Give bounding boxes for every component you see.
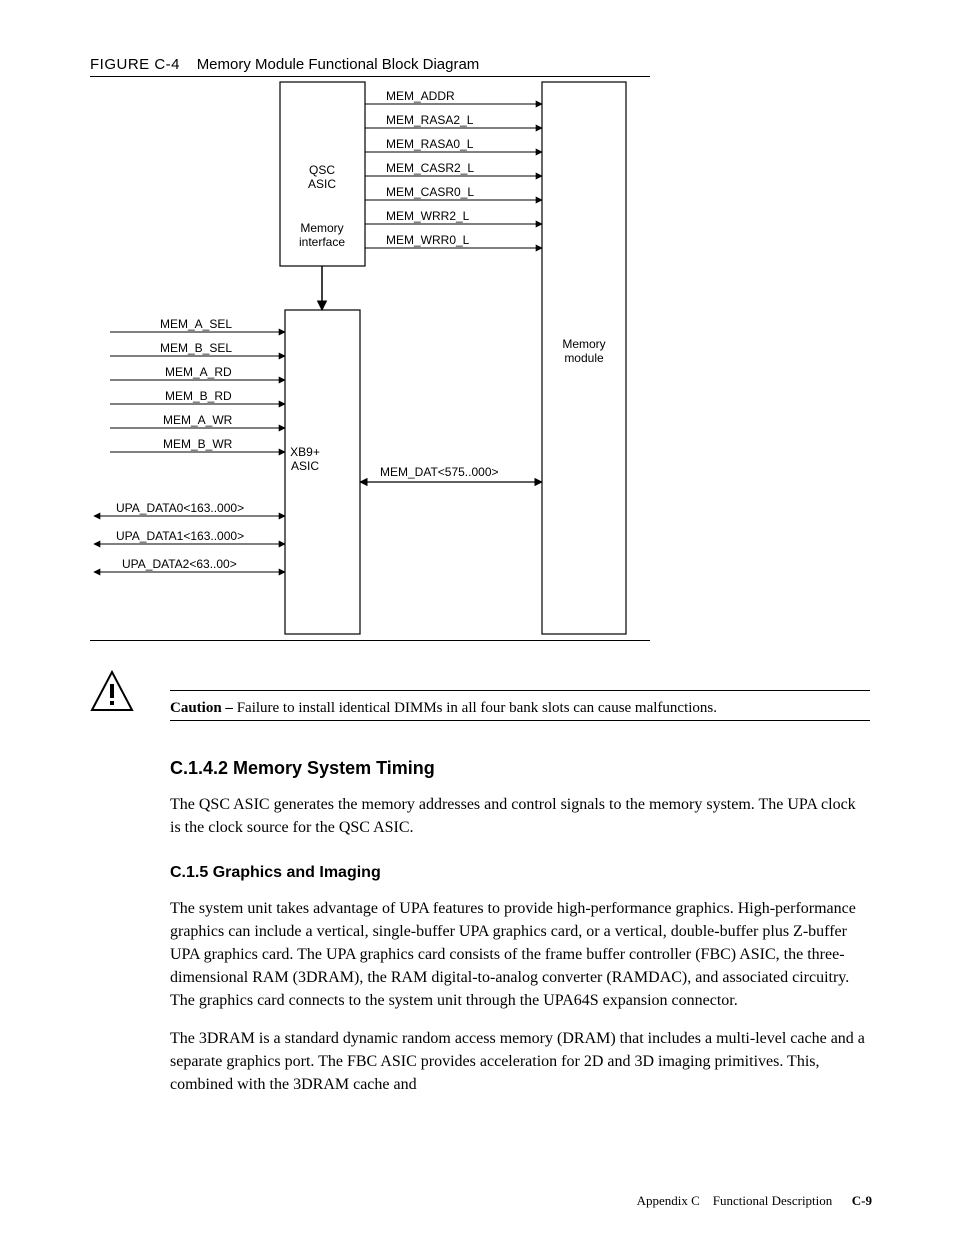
sig-memdat: MEM_DAT<575..000> — [380, 465, 499, 479]
para-graphics-2: The 3DRAM is a standard dynamic random a… — [170, 1027, 870, 1097]
heading-timing: C.1.4.2 Memory System Timing — [170, 755, 870, 781]
sig-qsc-2: MEM_RASA0_L — [386, 137, 474, 151]
sig-qsc-1: MEM_RASA2_L — [386, 113, 474, 127]
sig-left-2: MEM_A_RD — [165, 365, 232, 379]
figure-caption: FIGURE C-4 Memory Module Functional Bloc… — [90, 56, 479, 73]
xb9-line2: ASIC — [291, 459, 319, 473]
figure-rule-bot — [90, 640, 650, 641]
footer-appendix: Appendix C — [637, 1193, 700, 1208]
mem-line2: module — [564, 351, 604, 365]
footer-section: Functional Description — [713, 1193, 833, 1208]
footer-page: C-9 — [852, 1193, 872, 1208]
mem-line1: Memory — [562, 337, 605, 351]
figure-title: Memory Module Functional Block Diagram — [197, 56, 480, 73]
para-graphics-1: The system unit takes advantage of UPA f… — [170, 897, 870, 1013]
caution-rule-bot — [170, 720, 870, 721]
heading-graphics: C.1.5 Graphics and Imaging — [170, 861, 870, 884]
sig-upa-1: UPA_DATA1<163..000> — [116, 529, 244, 543]
caution-rule-top — [170, 690, 870, 691]
figure-number: FIGURE C-4 — [90, 56, 180, 73]
qsc-to-mem-signals: MEM_ADDR MEM_RASA2_L MEM_RASA0_L MEM_CAS… — [365, 89, 542, 248]
sig-left-4: MEM_A_WR — [163, 413, 233, 427]
qsc-line1: QSC — [309, 163, 335, 177]
sig-left-1: MEM_B_SEL — [160, 341, 232, 355]
left-to-xb9-signals: MEM_A_SEL MEM_B_SEL MEM_A_RD MEM_B_RD ME… — [110, 317, 285, 452]
upa-signals: UPA_DATA0<163..000> UPA_DATA1<163..000> … — [94, 501, 285, 572]
figure-rule-top — [90, 76, 650, 77]
caution-icon — [90, 670, 134, 714]
sig-qsc-3: MEM_CASR2_L — [386, 161, 474, 175]
sig-left-5: MEM_B_WR — [163, 437, 233, 451]
sig-upa-0: UPA_DATA0<163..000> — [116, 501, 244, 515]
sig-qsc-4: MEM_CASR0_L — [386, 185, 474, 199]
sig-qsc-6: MEM_WRR0_L — [386, 233, 470, 247]
memory-block-diagram: QSC ASIC Memory interface Memory module … — [90, 78, 650, 638]
qsc-line2: ASIC — [308, 177, 336, 191]
caution-text: Caution – Failure to install identical D… — [170, 700, 717, 717]
sig-qsc-5: MEM_WRR2_L — [386, 209, 470, 223]
page-footer: Appendix C Functional Description C-9 — [82, 1193, 872, 1209]
xb9-line1: XB9+ — [290, 445, 320, 459]
sig-upa-2: UPA_DATA2<63..00> — [122, 557, 237, 571]
body-text: C.1.4.2 Memory System Timing The QSC ASI… — [170, 755, 870, 1110]
sig-left-3: MEM_B_RD — [165, 389, 232, 403]
caution-label: Caution – — [170, 700, 237, 716]
qsc-line4: interface — [299, 235, 345, 249]
para-timing: The QSC ASIC generates the memory addres… — [170, 793, 870, 839]
sig-qsc-0: MEM_ADDR — [386, 89, 455, 103]
qsc-line3: Memory — [300, 221, 343, 235]
sig-left-0: MEM_A_SEL — [160, 317, 232, 331]
caution-body: Failure to install identical DIMMs in al… — [237, 700, 717, 716]
